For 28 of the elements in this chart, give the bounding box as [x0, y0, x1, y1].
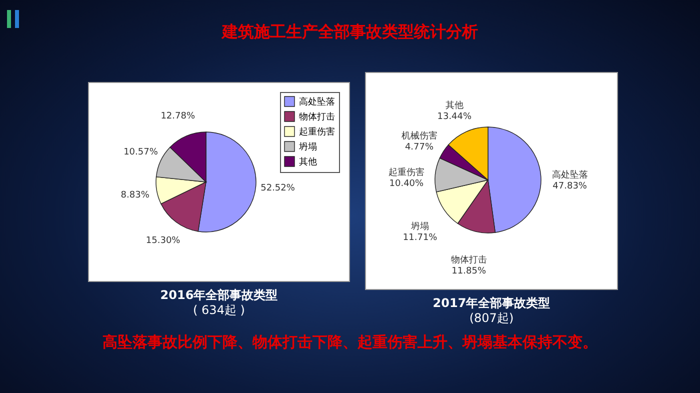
text: 2017年全部事故类型	[432, 296, 550, 310]
data-label: 11.85%	[452, 266, 486, 277]
data-label: 4.77%	[404, 142, 434, 152]
text: 2016年全部事故类型	[160, 288, 278, 302]
data-label: 15.30%	[146, 236, 181, 246]
slice-label: 其他	[445, 100, 464, 112]
slice-label: 高处坠落	[552, 169, 588, 180]
data-label: 10.40%	[389, 178, 424, 189]
data-label: 13.44%	[437, 112, 472, 122]
data-label: 8.83%	[120, 190, 150, 200]
legend-label: 坍塌	[298, 142, 317, 152]
text: ( 634起 )	[193, 303, 245, 317]
slice-label: 起重伤害	[388, 166, 424, 178]
legend-label: 其他	[299, 156, 317, 168]
legend-label: 高处坠落	[299, 96, 335, 108]
text: 高坠落事故比例下降、物体打击下降、起重伤害上升、坍塌基本保持不变。	[102, 333, 598, 352]
slice-label: 坍塌	[410, 220, 430, 232]
text: (807起)	[469, 311, 514, 325]
data-label: 47.83%	[552, 181, 588, 192]
data-label: 12.78%	[160, 112, 196, 122]
legend-label: 起重伤害	[299, 126, 335, 138]
text: 建筑施工生产全部事故类型统计分析	[220, 22, 479, 43]
data-label: 10.57%	[124, 148, 158, 158]
data-label: 11.71%	[402, 232, 438, 243]
slice-label: 物体打击	[450, 254, 487, 266]
slice-label: 机械伤害	[401, 130, 438, 142]
data-label: 52.52%	[260, 184, 296, 194]
legend-label: 物体打击	[299, 112, 335, 122]
